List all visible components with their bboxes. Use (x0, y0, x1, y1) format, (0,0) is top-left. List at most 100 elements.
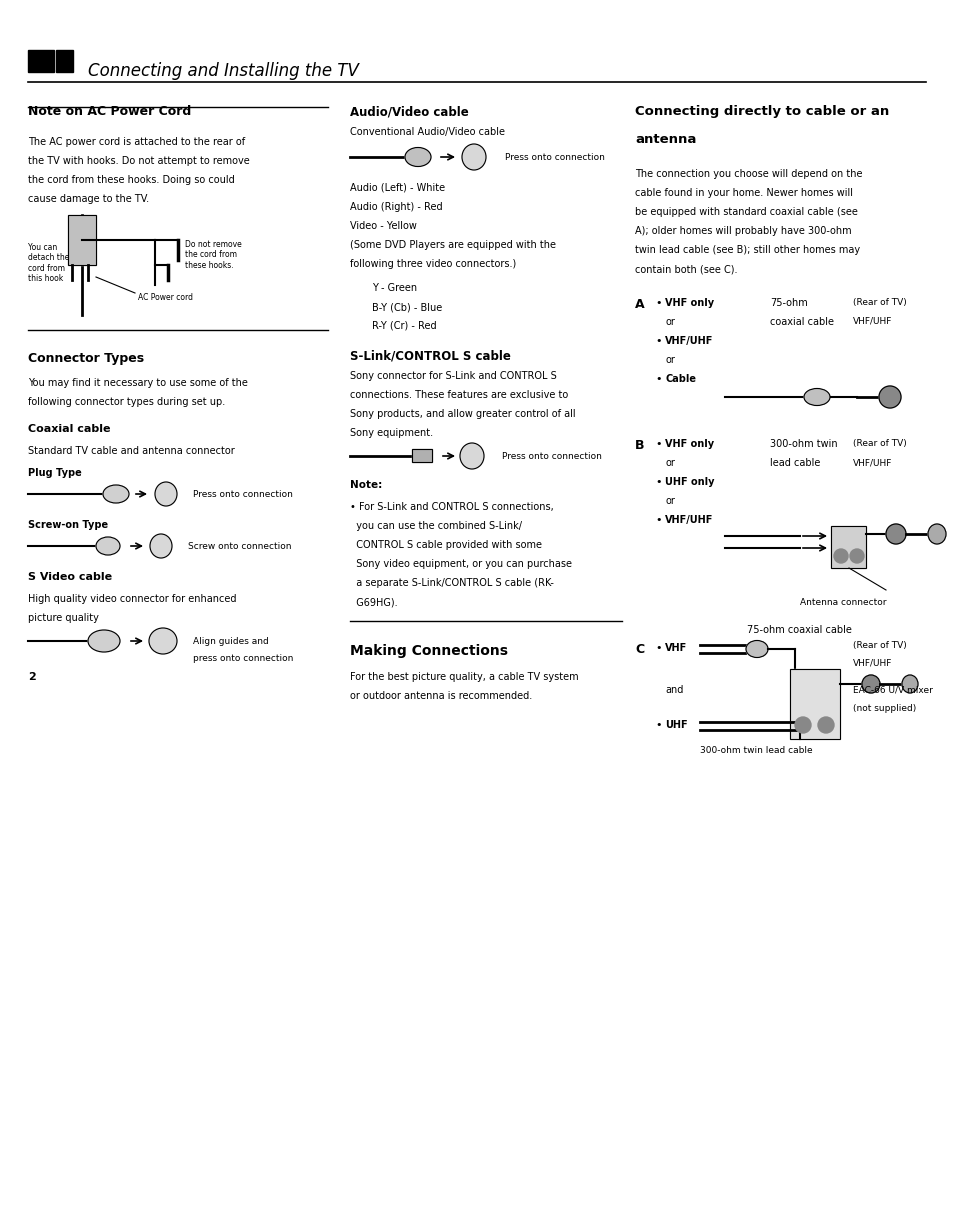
Text: or: or (664, 496, 674, 506)
Text: following connector types during set up.: following connector types during set up. (28, 397, 225, 407)
Ellipse shape (885, 524, 905, 544)
Text: lead cable: lead cable (769, 458, 820, 468)
Text: (Rear of TV): (Rear of TV) (852, 641, 905, 650)
Text: the TV with hooks. Do not attempt to remove: the TV with hooks. Do not attempt to rem… (28, 156, 250, 166)
Text: Audio (Left) - White: Audio (Left) - White (350, 183, 445, 193)
Ellipse shape (849, 549, 863, 563)
Text: coaxial cable: coaxial cable (769, 317, 833, 327)
Bar (68, 215, 96, 265)
Text: be equipped with standard coaxial cable (see: be equipped with standard coaxial cable … (635, 207, 857, 217)
Ellipse shape (149, 628, 177, 655)
Bar (28, 50, 54, 72)
Text: •: • (655, 720, 660, 730)
Ellipse shape (901, 675, 917, 692)
Text: •: • (655, 477, 660, 488)
Ellipse shape (154, 482, 177, 506)
Text: Antenna connector: Antenna connector (800, 599, 885, 607)
Text: a separate S-Link/CONTROL S cable (RK-: a separate S-Link/CONTROL S cable (RK- (350, 578, 554, 588)
Text: and: and (664, 685, 682, 695)
Text: •: • (655, 439, 660, 449)
Text: following three video connectors.): following three video connectors.) (350, 258, 516, 269)
Text: • For S-Link and CONTROL S connections,: • For S-Link and CONTROL S connections, (350, 502, 553, 512)
Text: or: or (664, 317, 674, 327)
Text: Screw-on Type: Screw-on Type (28, 521, 108, 530)
Text: A); older homes will probably have 300-ohm: A); older homes will probably have 300-o… (635, 226, 851, 236)
Text: 75-ohm coaxial cable: 75-ohm coaxial cable (746, 625, 851, 635)
Text: Sony equipment.: Sony equipment. (350, 428, 433, 438)
Text: UHF: UHF (664, 720, 687, 730)
Ellipse shape (405, 147, 431, 167)
Ellipse shape (817, 717, 833, 733)
Text: B-Y (Cb) - Blue: B-Y (Cb) - Blue (372, 302, 442, 312)
Text: •: • (655, 297, 660, 308)
Text: (not supplied): (not supplied) (852, 705, 915, 713)
Ellipse shape (103, 485, 129, 503)
Text: VHF/UHF: VHF/UHF (852, 317, 891, 325)
Text: Press onto connection: Press onto connection (504, 154, 604, 162)
Ellipse shape (803, 389, 829, 406)
Text: Screw onto connection: Screw onto connection (188, 542, 292, 551)
Bar (830, 527, 865, 568)
Text: Press onto connection: Press onto connection (193, 490, 293, 499)
Text: 300-ohm twin lead cable: 300-ohm twin lead cable (700, 746, 812, 755)
Text: R-Y (Cr) - Red: R-Y (Cr) - Red (372, 321, 436, 332)
Ellipse shape (794, 717, 810, 733)
Text: Press onto connection: Press onto connection (501, 452, 601, 461)
Ellipse shape (745, 640, 767, 657)
Text: or: or (664, 355, 674, 364)
Text: S Video cable: S Video cable (28, 572, 112, 581)
Text: Audio (Right) - Red: Audio (Right) - Red (350, 202, 442, 212)
Text: Sony connector for S-Link and CONTROL S: Sony connector for S-Link and CONTROL S (350, 371, 557, 382)
Text: (Rear of TV): (Rear of TV) (852, 439, 905, 449)
Text: or outdoor antenna is recommended.: or outdoor antenna is recommended. (350, 691, 532, 701)
Text: twin lead cable (see B); still other homes may: twin lead cable (see B); still other hom… (635, 245, 860, 255)
Ellipse shape (96, 538, 120, 555)
Text: For the best picture quality, a cable TV system: For the best picture quality, a cable TV… (350, 672, 578, 681)
Text: •: • (655, 514, 660, 525)
Text: VHF/UHF: VHF/UHF (664, 514, 713, 525)
Text: UHF only: UHF only (664, 477, 714, 488)
Text: You can
detach the
cord from
this hook: You can detach the cord from this hook (28, 243, 70, 283)
Text: VHF/UHF: VHF/UHF (664, 336, 713, 346)
Text: AC Power cord: AC Power cord (138, 293, 193, 302)
Text: Align guides and: Align guides and (193, 638, 269, 646)
Bar (412, 449, 432, 462)
Text: Making Connections: Making Connections (350, 644, 507, 658)
Text: •: • (655, 642, 660, 653)
Bar (789, 669, 840, 739)
Text: Coaxial cable: Coaxial cable (28, 424, 111, 434)
Text: Cable: Cable (664, 374, 696, 384)
Text: (Rear of TV): (Rear of TV) (852, 297, 905, 307)
Text: The connection you choose will depend on the: The connection you choose will depend on… (635, 169, 862, 179)
Ellipse shape (927, 524, 945, 544)
Text: •: • (655, 374, 660, 384)
Text: EAC-66 U/V mixer: EAC-66 U/V mixer (852, 685, 932, 694)
Text: cause damage to the TV.: cause damage to the TV. (28, 194, 149, 204)
Ellipse shape (461, 144, 485, 169)
Text: Video - Yellow: Video - Yellow (350, 221, 416, 230)
Text: Connecting directly to cable or an: Connecting directly to cable or an (635, 105, 888, 118)
Text: 75-ohm: 75-ohm (769, 297, 807, 308)
Text: S-Link/CONTROL S cable: S-Link/CONTROL S cable (350, 349, 511, 362)
Text: You may find it necessary to use some of the: You may find it necessary to use some of… (28, 378, 248, 388)
Text: VHF/UHF: VHF/UHF (852, 658, 891, 667)
Text: 300-ohm twin: 300-ohm twin (769, 439, 837, 449)
Text: Plug Type: Plug Type (28, 468, 82, 478)
Text: G69HG).: G69HG). (350, 597, 397, 607)
Text: picture quality: picture quality (28, 613, 99, 623)
Text: B: B (635, 439, 644, 452)
Text: you can use the combined S-Link/: you can use the combined S-Link/ (350, 521, 521, 531)
Bar (68, 215, 96, 265)
Ellipse shape (150, 534, 172, 558)
Text: Do not remove
the cord from
these hooks.: Do not remove the cord from these hooks. (185, 240, 241, 269)
Text: or: or (664, 458, 674, 468)
Text: Connector Types: Connector Types (28, 352, 144, 364)
Text: antenna: antenna (635, 133, 696, 146)
Text: Note:: Note: (350, 480, 382, 490)
Bar (789, 669, 840, 739)
Text: Connecting and Installing the TV: Connecting and Installing the TV (88, 62, 358, 80)
Text: VHF/UHF: VHF/UHF (852, 458, 891, 467)
Bar (830, 527, 865, 568)
Text: Audio/Video cable: Audio/Video cable (350, 105, 468, 118)
Text: Sony products, and allow greater control of all: Sony products, and allow greater control… (350, 410, 575, 419)
